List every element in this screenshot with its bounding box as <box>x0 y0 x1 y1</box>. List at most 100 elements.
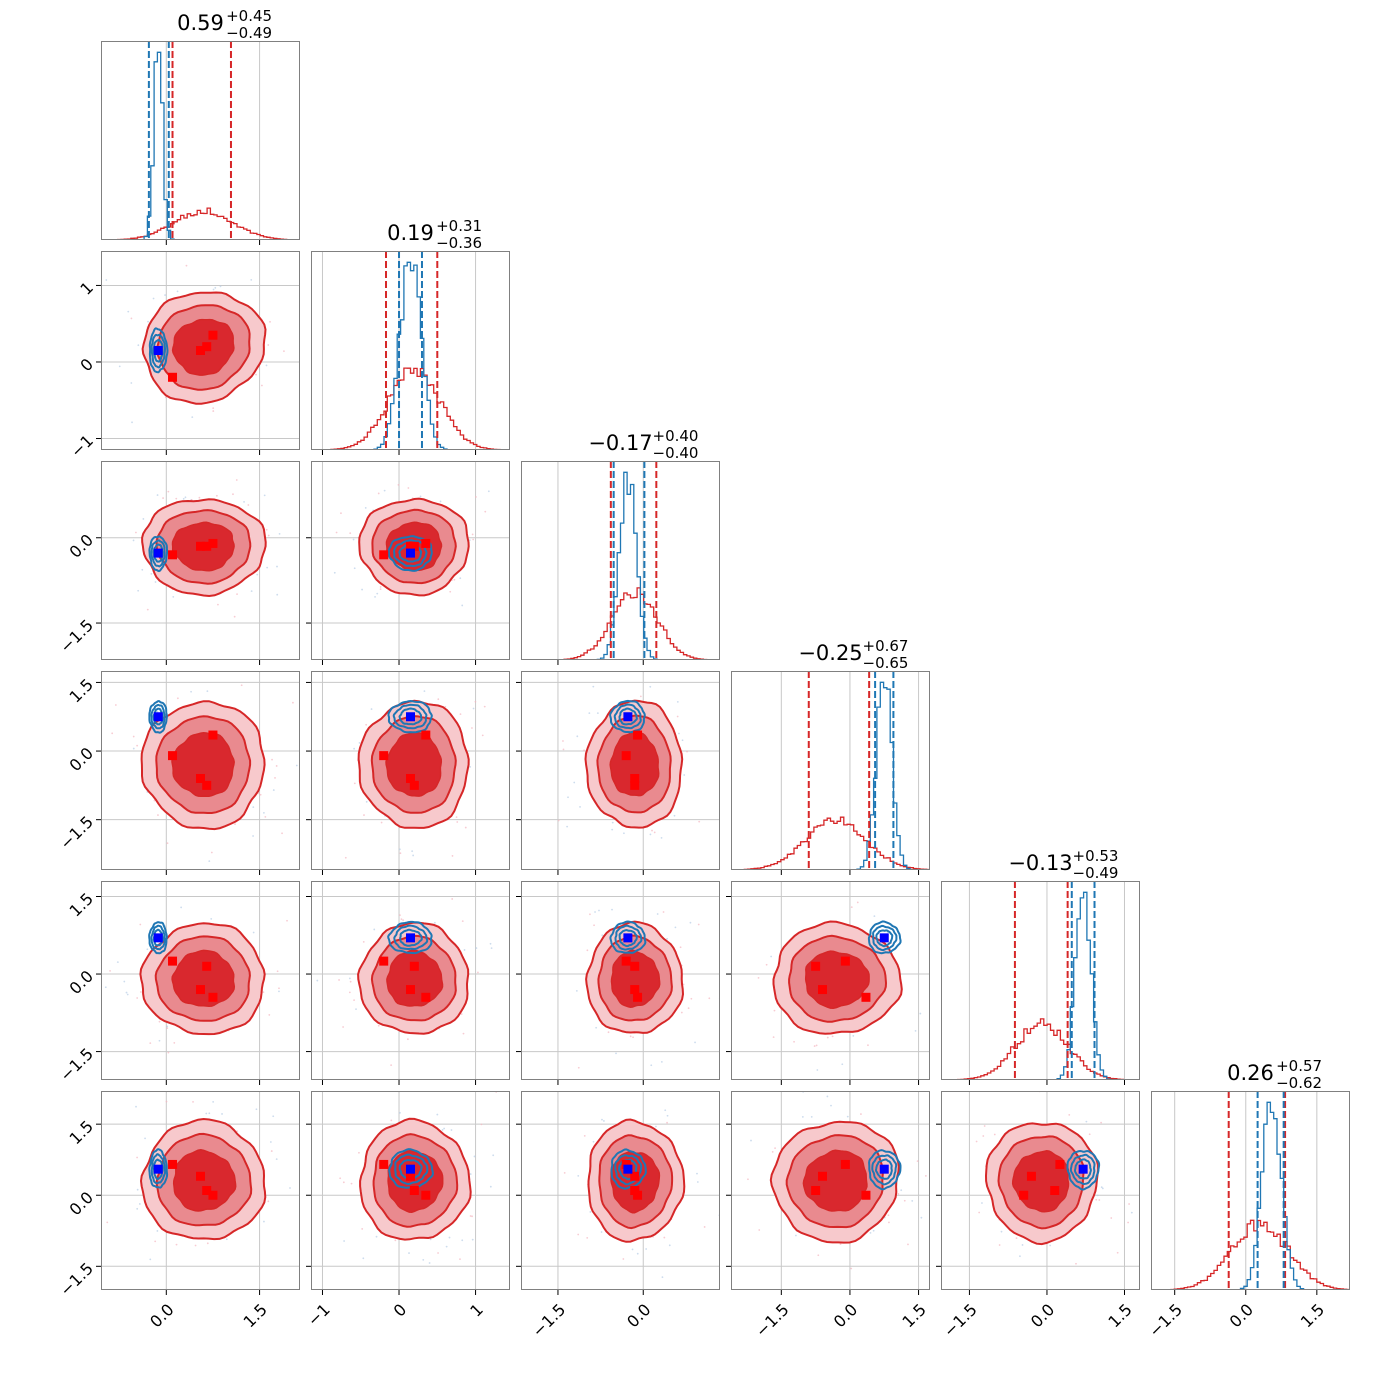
scatter-speck <box>856 901 859 904</box>
x-tick-label: 0.0 <box>146 1300 177 1331</box>
scatter-speck <box>816 1069 819 1071</box>
scatter-speck <box>850 906 853 909</box>
scatter-speck <box>104 986 107 989</box>
scatter-speck <box>406 1038 409 1041</box>
scatter-speck <box>397 484 400 486</box>
scatter-speck <box>278 532 281 535</box>
title-value: −0.25 <box>798 641 862 665</box>
marker-red <box>208 992 218 1002</box>
marker-red <box>1026 1171 1036 1181</box>
contour-blue <box>868 1149 902 1191</box>
panel-1-0 <box>96 251 300 455</box>
scatter-speck <box>292 701 294 704</box>
scatter-speck <box>234 823 236 826</box>
scatter-speck <box>358 741 361 744</box>
x-tick-label: 0.0 <box>830 1300 861 1331</box>
scatter-speck <box>757 977 760 979</box>
scatter-speck <box>147 320 149 323</box>
scatter-speck <box>831 1035 834 1038</box>
scatter-speck <box>660 837 663 839</box>
scatter-speck <box>166 1027 169 1030</box>
panel-content <box>731 881 930 1080</box>
panel-frame <box>101 671 300 870</box>
y-tick-label: 1.5 <box>66 1117 97 1148</box>
contour-blue <box>388 1148 434 1189</box>
scatter-speck <box>335 531 338 534</box>
contour-blue <box>609 699 646 734</box>
scatter-speck <box>146 948 149 951</box>
scatter-speck <box>283 350 285 353</box>
panel-frame <box>521 671 720 870</box>
scatter-speck <box>402 919 405 922</box>
scatter-speck <box>490 947 493 950</box>
scatter-speck <box>598 909 600 912</box>
title-value: −0.13 <box>1008 851 1072 875</box>
scatter-speck <box>123 980 126 983</box>
contour-blue <box>392 703 428 730</box>
scatter-speck <box>595 1026 598 1029</box>
panel-frame <box>311 671 510 870</box>
scatter-speck <box>411 850 414 853</box>
scatter-speck <box>264 816 267 818</box>
marker-blue <box>406 1164 415 1174</box>
panel-frame <box>1151 1091 1350 1290</box>
panel-content <box>731 671 930 870</box>
scatter-speck <box>286 919 288 922</box>
contour-blue <box>399 928 423 947</box>
scatter-speck <box>235 479 238 481</box>
scatter-speck <box>377 492 380 495</box>
contour-red-inner <box>171 949 236 1007</box>
scatter-speck <box>469 766 472 768</box>
scatter-speck <box>267 534 270 537</box>
scatter-speck <box>815 1044 818 1047</box>
scatter-speck <box>852 1034 855 1037</box>
panel-content <box>101 671 300 870</box>
panel-title: 0.19 <box>387 221 434 245</box>
panel-content <box>311 1091 510 1290</box>
panel-3-2 <box>516 671 720 875</box>
scatter-speck <box>212 288 215 291</box>
scatter-speck <box>141 568 144 571</box>
scatter-speck <box>361 588 363 591</box>
scatter-speck <box>1068 1113 1071 1116</box>
scatter-speck <box>276 593 279 596</box>
x-tick-label: 0.0 <box>1226 1300 1257 1331</box>
contour-blue <box>875 929 894 948</box>
scatter-speck <box>157 814 159 816</box>
scatter-speck <box>839 1243 842 1245</box>
scatter-speck <box>655 1125 657 1128</box>
scatter-speck <box>463 949 466 951</box>
y-tick-label: 1.5 <box>66 889 97 920</box>
scatter-speck <box>480 1123 483 1126</box>
panel-4-0 <box>96 881 300 1085</box>
scatter-speck <box>206 690 209 693</box>
scatter-speck <box>817 1254 820 1257</box>
scatter-speck <box>180 906 183 909</box>
scatter-speck <box>352 538 355 541</box>
contour-blue <box>150 703 166 730</box>
scatter-speck <box>487 490 490 493</box>
scatter-speck <box>592 1140 595 1143</box>
scatter-speck <box>439 500 442 503</box>
marker-red <box>840 956 850 966</box>
scatter-speck <box>156 494 159 496</box>
title-plus: +0.45 <box>226 7 272 25</box>
scatter-speck <box>444 705 447 708</box>
scatter-speck <box>116 961 119 964</box>
scatter-speck <box>484 510 487 513</box>
marker-red <box>621 751 631 761</box>
panel-frame <box>101 41 300 240</box>
contour-blue <box>398 1158 423 1181</box>
panel-2-1 <box>306 461 510 665</box>
y-tick-label: −1.5 <box>56 1259 97 1300</box>
scatter-speck <box>649 685 652 688</box>
panel-2-2: −0.17 +0.40−0.40 <box>521 427 720 665</box>
panel-content <box>941 1091 1140 1290</box>
y-tick-label: 0 <box>76 355 97 376</box>
scatter-speck <box>443 1127 446 1130</box>
scatter-speck <box>150 573 153 575</box>
scatter-speck <box>650 1064 653 1067</box>
scatter-speck <box>593 924 595 927</box>
scatter-speck <box>236 593 238 595</box>
panel-content <box>101 251 300 450</box>
